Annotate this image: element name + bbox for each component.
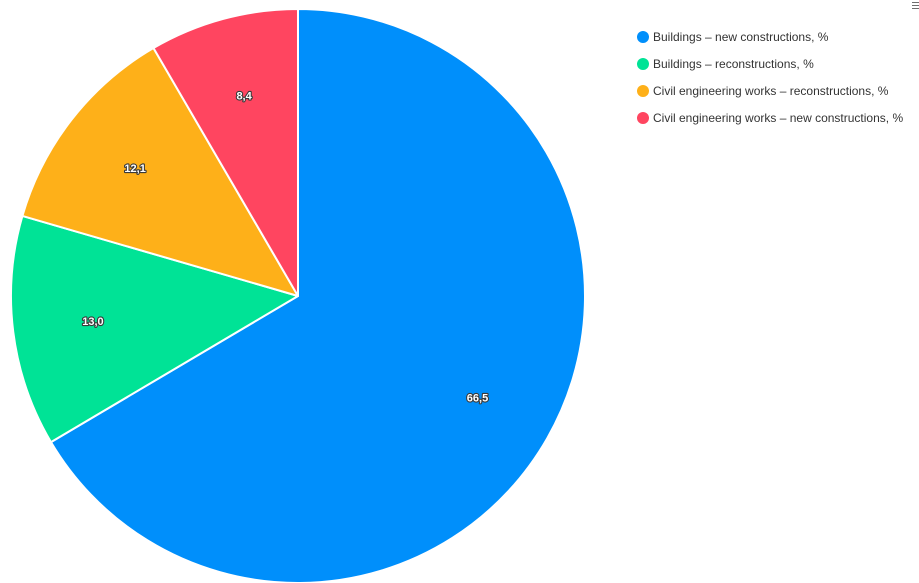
legend-marker-icon [637, 112, 649, 124]
pie-slice-0[interactable] [49, 8, 586, 583]
pie-slice-3[interactable] [152, 8, 299, 297]
pie-data-labels: 66,5 13,0 12,1 8,4 [81, 89, 489, 405]
pie-chart-svg: 66,5 13,0 12,1 8,4 [10, 8, 586, 583]
legend-marker-icon [637, 31, 649, 43]
pie-data-label-1: 13,0 [82, 316, 103, 328]
pie-data-label-2: 12,1 [124, 163, 145, 175]
chart-menu-button[interactable] [905, 0, 919, 12]
legend-marker-icon [637, 58, 649, 70]
legend-item-1[interactable]: Buildings – reconstructions, % [637, 55, 919, 73]
legend-label: Buildings – reconstructions, % [653, 57, 814, 71]
pie-data-label-3: 8,4 [236, 91, 252, 103]
legend-item-0[interactable]: Buildings – new constructions, % [637, 28, 919, 46]
pie-slice-1[interactable] [10, 214, 299, 444]
chart-legend: Buildings – new constructions, % Building… [637, 28, 919, 136]
pie-chart: 66,5 13,0 12,1 8,4 [10, 8, 586, 583]
pie-slice-2[interactable] [21, 47, 299, 297]
pie-data-label-0: 66,5 [467, 392, 488, 404]
legend-item-3[interactable]: Civil engineering works – new constructi… [637, 109, 919, 127]
legend-label: Buildings – new constructions, % [653, 30, 829, 44]
legend-marker-icon [637, 85, 649, 97]
legend-item-2[interactable]: Civil engineering works – reconstruction… [637, 82, 919, 100]
legend-label: Civil engineering works – reconstruction… [653, 84, 889, 98]
hamburger-menu-icon [912, 2, 919, 3]
hamburger-menu-icon-bar [912, 5, 919, 6]
pie-slices [10, 8, 586, 583]
hamburger-menu-icon-bar [912, 8, 919, 9]
legend-label: Civil engineering works – new constructi… [653, 111, 904, 125]
